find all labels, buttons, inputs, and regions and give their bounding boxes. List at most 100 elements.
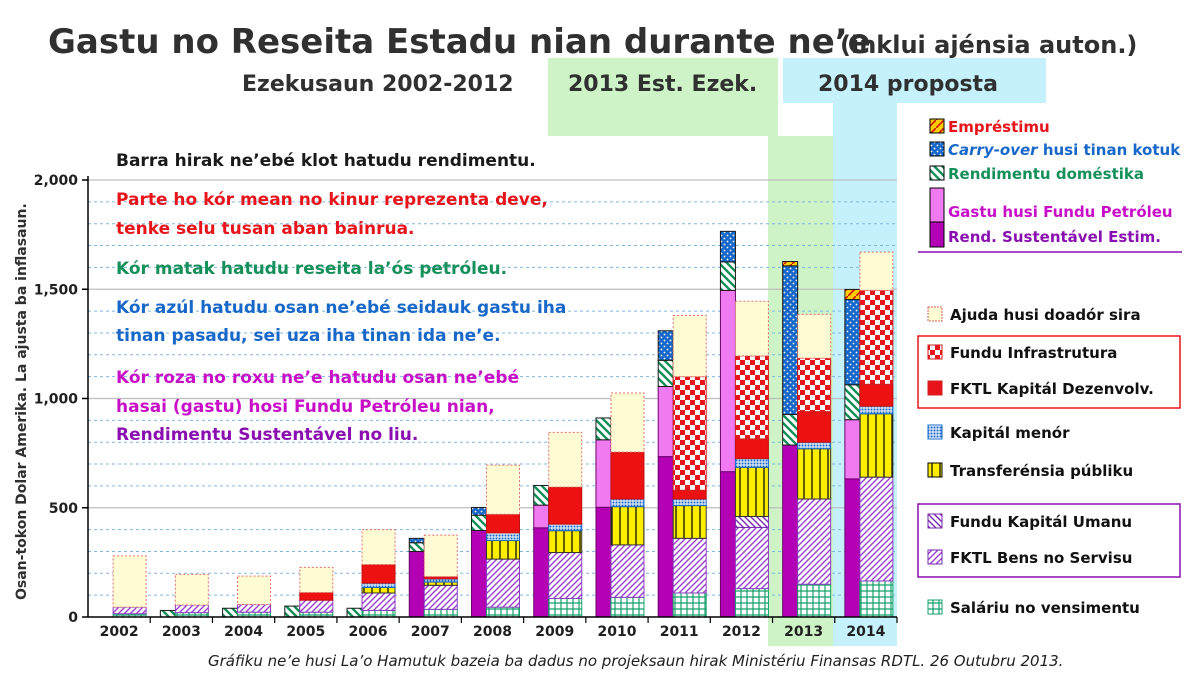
bar-spending-transfers-2008 xyxy=(486,540,520,560)
legend-swatch-hcdf xyxy=(927,513,943,529)
bar-revenue-carryover-2014 xyxy=(844,299,861,386)
legend-swatch-minor xyxy=(927,424,943,440)
legend-revenue: Empréstimu Carry-over husi tinan kotuk R… xyxy=(918,118,1182,253)
bar-spending-transfers-2009 xyxy=(548,530,583,554)
bar-spending-donor-2011 xyxy=(672,314,707,378)
legend-label-emprestimu: Empréstimu xyxy=(948,118,1050,136)
bar-revenue-domestic-2013 xyxy=(782,413,799,446)
bar-revenue-domestic-2003 xyxy=(159,609,176,618)
legend-label-domestic: Rendimentu doméstika xyxy=(948,165,1144,183)
band-label-proposal: 2014 proposta xyxy=(818,72,998,97)
bar-spending-transfers-2010 xyxy=(610,506,645,546)
bar-revenue-esi-2007 xyxy=(408,550,425,618)
band-label-actual: Ezekusaun 2002-2012 xyxy=(242,72,514,97)
bar-spending-salary-2011 xyxy=(672,592,707,618)
legend-label-salary: Saláriu no vensimentu xyxy=(950,599,1140,617)
legend-label-infra: Fundu Infrastrutura xyxy=(950,344,1117,362)
legend-label-carryover: Carry-over husi tinan kotuk xyxy=(948,141,1181,159)
y-tick-label: 0 xyxy=(68,610,78,626)
legend-swatch-domestic xyxy=(929,165,945,181)
annotation-note: Parte ho kór mean no kinur reprezenta de… xyxy=(116,190,548,210)
bar-spending-transfers-2013 xyxy=(797,448,832,500)
bar-spending-fktl_cap-2012 xyxy=(734,438,769,460)
legend-swatch-goods xyxy=(927,549,943,565)
bar-revenue-domestic-2009 xyxy=(533,484,550,506)
x-tick-label-2004: 2004 xyxy=(224,624,263,640)
x-tick-label-2006: 2006 xyxy=(349,624,388,640)
bar-spending-donor-2008 xyxy=(486,464,520,515)
bar-spending-transfers-2006 xyxy=(361,587,396,594)
bar-spending-goods-2007 xyxy=(423,584,458,610)
bar-spending-goods-2002 xyxy=(112,606,147,615)
y-tick-labels: 0 500 1,000 1,500 2,000 xyxy=(34,173,88,626)
legend-swatch-emprestimu xyxy=(929,118,945,134)
bar-spending-transfers-2011 xyxy=(672,505,707,539)
bar-spending-minor-2009 xyxy=(548,523,583,532)
legend-label-pf-excess: Gastu husi Fundu Petróleu xyxy=(948,203,1173,221)
bar-revenue-domestic-2004 xyxy=(222,607,239,618)
legend-swatch-salary xyxy=(927,599,943,615)
bar-revenue-carryover-2007 xyxy=(408,537,425,544)
bar-revenue-carryover-2012 xyxy=(719,230,736,263)
legend-label-hcdf: Fundu Kapitál Umanu xyxy=(950,513,1132,531)
bar-spending-hcdf-2012 xyxy=(734,515,769,528)
annotation-notes: Barra hirak ne’ebé klot hatudu rendiment… xyxy=(116,151,566,445)
y-tick-label: 2,000 xyxy=(34,173,79,189)
bar-spending-goods-2014 xyxy=(859,476,894,582)
bar-spending-minor-2012 xyxy=(734,458,769,468)
annotation-note: Kór azúl hatudu osan ne’ebé seidauk gast… xyxy=(116,298,566,318)
bar-spending-goods-2006 xyxy=(361,592,396,611)
bar-revenue-domestic-2011 xyxy=(657,359,674,387)
legend-label-carryover-rest: husi tinan kotuk xyxy=(1038,141,1182,159)
bar-spending-fktl_cap-2008 xyxy=(486,513,520,534)
bar-spending-minor-2010 xyxy=(610,498,645,508)
bar-spending-infra-2014 xyxy=(859,289,894,385)
bar-revenue-pf_excess-2012 xyxy=(719,289,736,473)
bar-revenue-carryover-2008 xyxy=(471,507,487,516)
bar-spending-fktl_cap-2007 xyxy=(423,576,458,580)
bar-revenue-pf_excess-2009 xyxy=(533,504,550,529)
bar-spending-donor-2007 xyxy=(423,534,458,578)
bar-revenue-emprestimu-2014 xyxy=(844,288,861,301)
legend-box-fktl xyxy=(917,335,1181,409)
bar-spending-donor-2010 xyxy=(610,392,645,453)
y-tick-label: 1,000 xyxy=(34,392,79,408)
bar-revenue-domestic-2007 xyxy=(408,542,425,552)
bar-revenue-pf_excess-2011 xyxy=(657,385,674,458)
legend-swatch-fktl-cap xyxy=(927,380,943,396)
x-tick-label-2014: 2014 xyxy=(846,624,885,640)
legend-label-minor: Kapitál menór xyxy=(950,424,1070,442)
bar-revenue-carryover-2013 xyxy=(782,265,799,415)
bar-spending-goods-2012 xyxy=(734,526,769,590)
bar-revenue-esi-2009 xyxy=(533,527,550,618)
bar-spending-salary-2014 xyxy=(859,580,894,618)
bar-spending-goods-2009 xyxy=(548,552,583,599)
bar-revenue-domestic-2010 xyxy=(595,417,612,441)
bar-revenue-domestic-2012 xyxy=(719,261,736,291)
annotation-note: Rendimentu Sustentável no liu. xyxy=(116,425,418,445)
bar-spending-donor-2009 xyxy=(548,431,583,488)
bar-spending-donor-2004 xyxy=(237,575,272,606)
annotation-note: Barra hirak ne’ebé klot hatudu rendiment… xyxy=(116,151,536,171)
bar-spending-goods-2005 xyxy=(299,599,334,613)
bar-revenue-domestic-2014 xyxy=(844,384,861,421)
legend-swatch-infra xyxy=(927,344,943,360)
legend-swatch-pf-excess xyxy=(929,187,945,223)
bar-spending-transfers-2012 xyxy=(734,466,769,517)
bar-revenue-esi-2008 xyxy=(471,529,487,618)
legend-label-esi: Rend. Sustentável Estim. xyxy=(948,228,1161,246)
bar-revenue-esi-2013 xyxy=(782,444,799,618)
bar-revenue-pf_excess-2014 xyxy=(844,419,861,480)
annotation-note: Kór roza no roxu ne’e hatudu osan ne’ebé xyxy=(116,368,519,388)
x-tick-label-2003: 2003 xyxy=(162,624,201,640)
bar-spending-minor-2008 xyxy=(486,532,520,542)
bar-revenue-emprestimu-2013 xyxy=(782,261,799,267)
x-tick-label-2008: 2008 xyxy=(473,624,512,640)
bar-spending-donor-2006 xyxy=(361,529,396,566)
bar-spending-minor-2006 xyxy=(361,582,396,589)
legend-swatch-donor xyxy=(927,306,943,322)
bar-spending-fktl_cap-2011 xyxy=(672,489,707,500)
bar-spending-goods-2011 xyxy=(672,537,707,594)
bar-spending-salary-2012 xyxy=(734,588,769,618)
